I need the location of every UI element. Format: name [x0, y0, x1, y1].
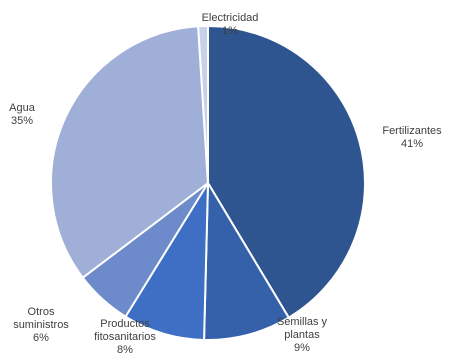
- data-label-productos-fitosanitarios: Productos fitosanitarios 8%: [94, 318, 156, 356]
- pie-labels: Fertilizantes 41% Semillas y plantas 9% Produ…: [9, 12, 442, 356]
- slice-semillas-y-plantas: [203, 179, 291, 341]
- slice-electricidad: [197, 24, 209, 184]
- data-label-agua: Agua 35%: [9, 102, 36, 127]
- pie-slices: [50, 24, 366, 341]
- slice-fertilizantes: [207, 24, 366, 320]
- data-label-semillas-y-plantas: Semillas y plantas 9%: [277, 316, 328, 354]
- data-label-fertilizantes: Fertilizantes 41%: [382, 125, 442, 150]
- slice-agua: [50, 25, 210, 280]
- data-label-electricidad: Electricidad 1%: [202, 12, 259, 37]
- data-label-otros-suministros: Otros suministros 6%: [13, 306, 69, 344]
